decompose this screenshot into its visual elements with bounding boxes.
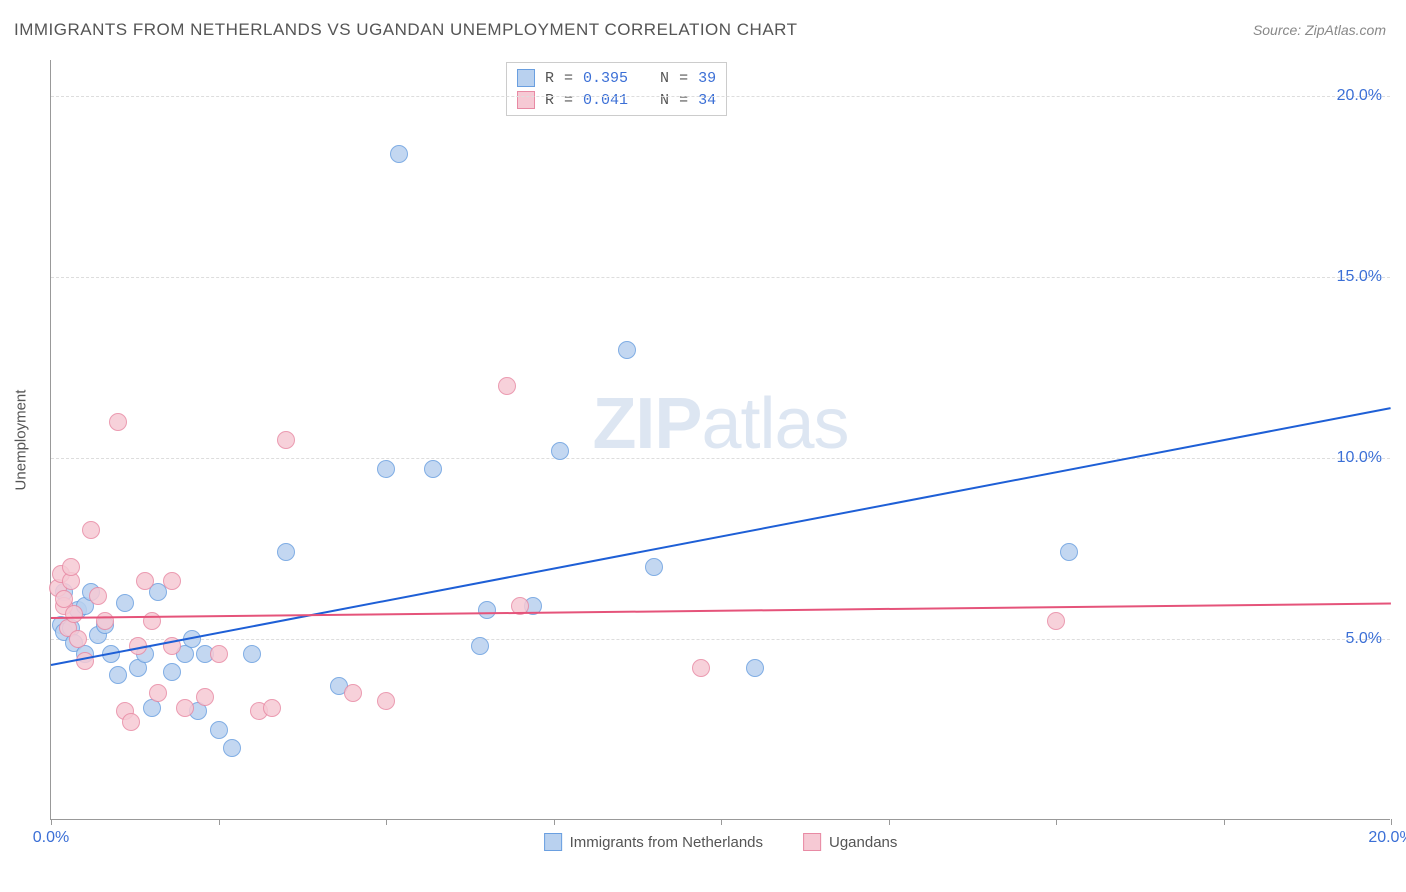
trend-line-netherlands bbox=[51, 407, 1391, 666]
data-point-ugandans bbox=[143, 612, 161, 630]
data-point-netherlands bbox=[424, 460, 442, 478]
data-point-ugandans bbox=[163, 572, 181, 590]
chart-title: IMMIGRANTS FROM NETHERLANDS VS UGANDAN U… bbox=[14, 20, 798, 40]
data-point-netherlands bbox=[618, 341, 636, 359]
legend-swatch bbox=[544, 833, 562, 851]
data-point-netherlands bbox=[223, 739, 241, 757]
legend-swatch bbox=[517, 91, 535, 109]
source-attribution: Source: ZipAtlas.com bbox=[1253, 22, 1386, 38]
stat-n-value: 34 bbox=[698, 92, 716, 109]
x-tick-mark bbox=[889, 819, 890, 825]
legend-item-ugandans: Ugandans bbox=[803, 833, 897, 851]
data-point-netherlands bbox=[210, 721, 228, 739]
trend-line-ugandans bbox=[51, 603, 1391, 619]
x-tick-mark bbox=[386, 819, 387, 825]
y-tick-label: 5.0% bbox=[1346, 630, 1382, 648]
stat-r-value: 0.041 bbox=[583, 92, 628, 109]
stat-r-value: 0.395 bbox=[583, 70, 628, 87]
data-point-ugandans bbox=[136, 572, 154, 590]
legend-label: Ugandans bbox=[829, 834, 897, 851]
stat-legend-row-netherlands: R = 0.395 N = 39 bbox=[517, 67, 716, 89]
x-tick-mark bbox=[1056, 819, 1057, 825]
data-point-ugandans bbox=[122, 713, 140, 731]
data-point-netherlands bbox=[478, 601, 496, 619]
x-tick-mark bbox=[219, 819, 220, 825]
stat-legend: R = 0.395 N = 39 R = 0.041 N = 34 bbox=[506, 62, 727, 116]
x-tick-mark bbox=[554, 819, 555, 825]
gridline bbox=[51, 96, 1390, 97]
data-point-netherlands bbox=[243, 645, 261, 663]
stat-r-label: R bbox=[545, 70, 554, 87]
data-point-netherlands bbox=[471, 637, 489, 655]
data-point-ugandans bbox=[176, 699, 194, 717]
y-axis-label: Unemployment bbox=[13, 389, 30, 490]
chart-container: IMMIGRANTS FROM NETHERLANDS VS UGANDAN U… bbox=[0, 0, 1406, 892]
gridline bbox=[51, 458, 1390, 459]
data-point-ugandans bbox=[196, 688, 214, 706]
x-tick-label: 20.0% bbox=[1368, 829, 1406, 847]
data-point-ugandans bbox=[65, 605, 83, 623]
x-tick-mark bbox=[1391, 819, 1392, 825]
y-tick-label: 10.0% bbox=[1337, 449, 1382, 467]
data-point-ugandans bbox=[109, 413, 127, 431]
stat-n-label: N bbox=[660, 70, 669, 87]
data-point-ugandans bbox=[149, 684, 167, 702]
data-point-netherlands bbox=[645, 558, 663, 576]
x-tick-mark bbox=[721, 819, 722, 825]
stat-n-label: N bbox=[660, 92, 669, 109]
x-tick-mark bbox=[51, 819, 52, 825]
data-point-netherlands bbox=[163, 663, 181, 681]
stat-r-label: R bbox=[545, 92, 554, 109]
gridline bbox=[51, 639, 1390, 640]
data-point-ugandans bbox=[344, 684, 362, 702]
data-point-ugandans bbox=[82, 521, 100, 539]
stat-eq: = bbox=[679, 92, 688, 109]
data-point-netherlands bbox=[277, 543, 295, 561]
legend-swatch bbox=[803, 833, 821, 851]
y-tick-label: 20.0% bbox=[1337, 87, 1382, 105]
stat-eq: = bbox=[679, 70, 688, 87]
stat-n-value: 39 bbox=[698, 70, 716, 87]
data-point-ugandans bbox=[89, 587, 107, 605]
data-point-ugandans bbox=[692, 659, 710, 677]
plot-area: ZIPatlas Unemployment R=0.395N=39R=0.041… bbox=[50, 60, 1390, 820]
stat-eq: = bbox=[564, 70, 573, 87]
data-point-ugandans bbox=[277, 431, 295, 449]
data-point-netherlands bbox=[1060, 543, 1078, 561]
watermark: ZIPatlas bbox=[592, 383, 848, 465]
data-point-ugandans bbox=[62, 558, 80, 576]
data-point-ugandans bbox=[96, 612, 114, 630]
data-point-ugandans bbox=[69, 630, 87, 648]
watermark-light: atlas bbox=[701, 384, 848, 464]
stat-eq: = bbox=[564, 92, 573, 109]
data-point-ugandans bbox=[263, 699, 281, 717]
y-tick-label: 15.0% bbox=[1337, 268, 1382, 286]
data-point-netherlands bbox=[746, 659, 764, 677]
series-legend: Immigrants from Netherlands Ugandans bbox=[544, 833, 898, 851]
gridline bbox=[51, 277, 1390, 278]
data-point-netherlands bbox=[116, 594, 134, 612]
data-point-ugandans bbox=[1047, 612, 1065, 630]
legend-swatch bbox=[517, 69, 535, 87]
data-point-netherlands bbox=[551, 442, 569, 460]
data-point-ugandans bbox=[377, 692, 395, 710]
data-point-netherlands bbox=[377, 460, 395, 478]
watermark-bold: ZIP bbox=[592, 384, 701, 464]
data-point-ugandans bbox=[210, 645, 228, 663]
data-point-netherlands bbox=[109, 666, 127, 684]
data-point-ugandans bbox=[498, 377, 516, 395]
legend-item-netherlands: Immigrants from Netherlands bbox=[544, 833, 763, 851]
stat-legend-row-ugandans: R = 0.041 N = 34 bbox=[517, 89, 716, 111]
data-point-netherlands bbox=[390, 145, 408, 163]
x-tick-label: 0.0% bbox=[33, 829, 69, 847]
legend-label: Immigrants from Netherlands bbox=[570, 834, 763, 851]
x-tick-mark bbox=[1224, 819, 1225, 825]
